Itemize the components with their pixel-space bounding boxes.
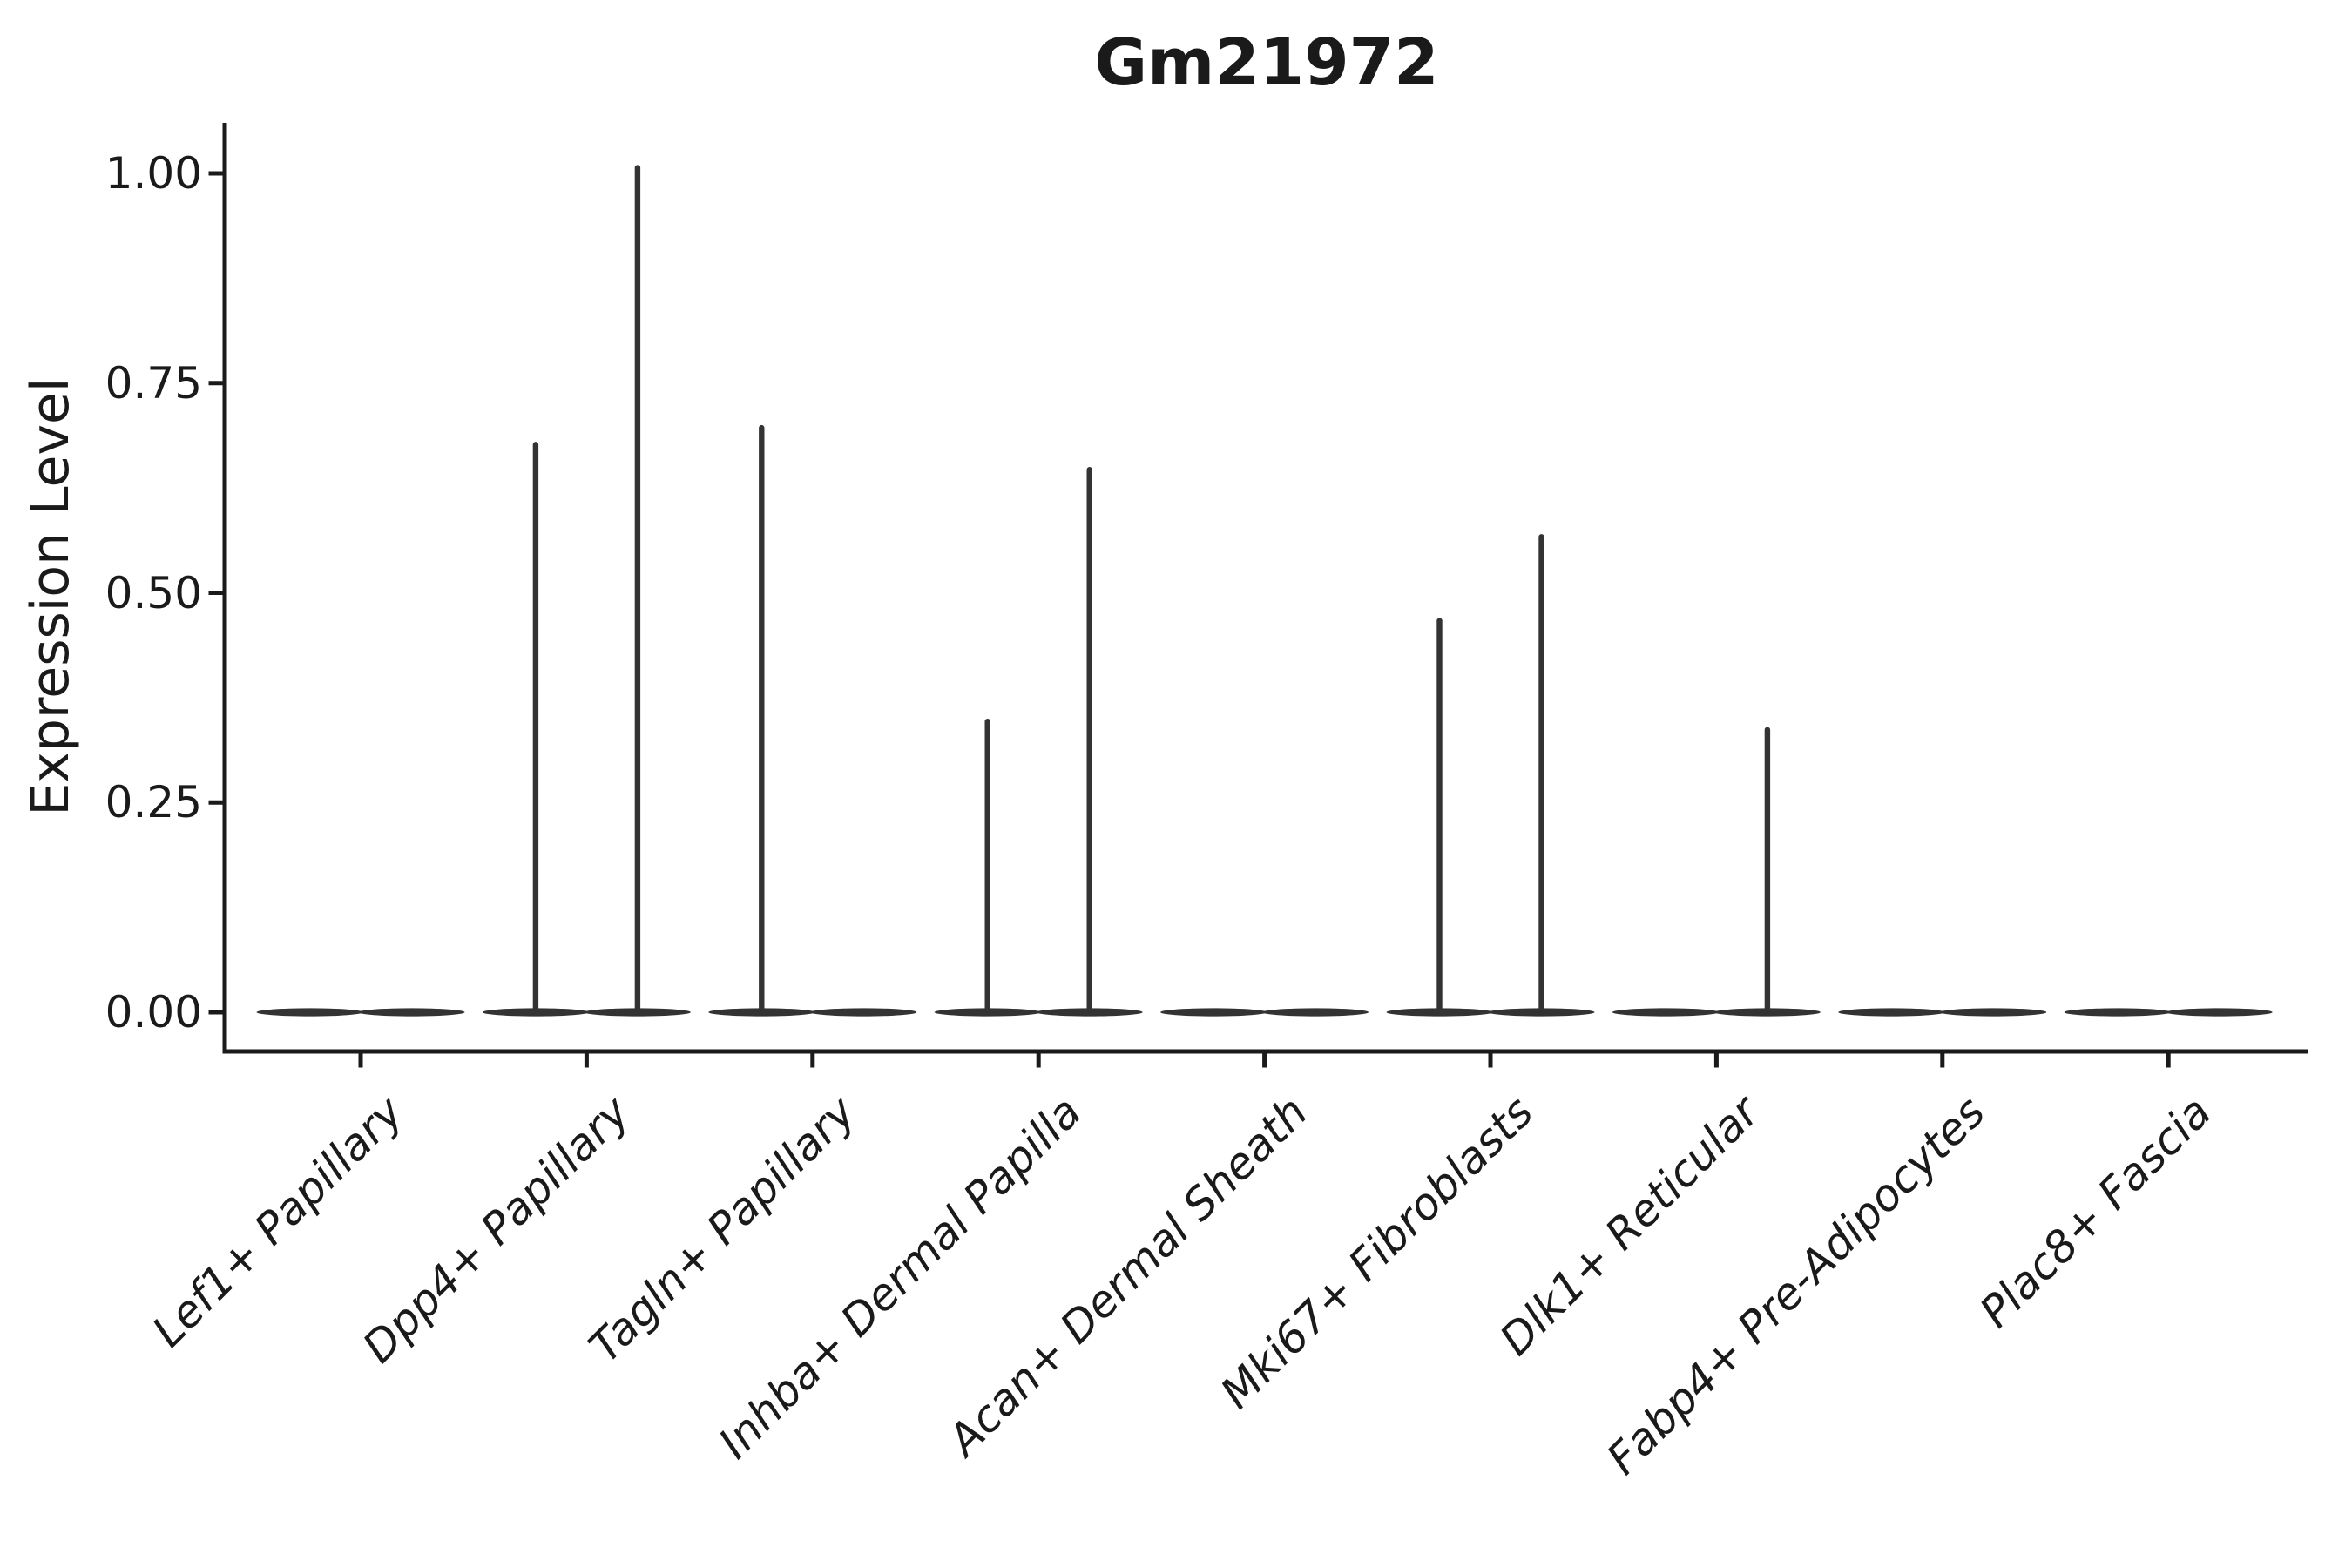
y-tick-mark (208, 800, 223, 805)
y-tick-mark (208, 591, 223, 595)
violin-spike (1538, 534, 1544, 1012)
plot-title: Gm21972 (1094, 25, 1439, 100)
y-tick-mark (208, 381, 223, 386)
violin-spike (1436, 618, 1443, 1012)
violin-spike (532, 442, 539, 1012)
y-tick-label: 0.00 (105, 987, 202, 1037)
violin-body (1940, 1008, 2047, 1017)
y-tick-label: 1.00 (105, 148, 202, 199)
violin-body (1838, 1008, 1945, 1017)
violin-body (256, 1008, 363, 1017)
violin-body (2064, 1008, 2171, 1017)
violin-spike (759, 424, 765, 1012)
violin-body (2166, 1008, 2273, 1017)
x-tick-mark (358, 1053, 363, 1068)
violin-spike (1764, 727, 1771, 1012)
y-tick-mark (208, 1010, 223, 1015)
violin-body (810, 1008, 917, 1017)
x-tick-mark (1488, 1053, 1493, 1068)
y-axis-spine (222, 123, 227, 1054)
violin-spike (1086, 467, 1092, 1012)
x-tick-mark (584, 1053, 589, 1068)
violin-body (1160, 1008, 1267, 1017)
x-tick-mark (2166, 1053, 2171, 1068)
y-tick-label: 0.50 (105, 567, 202, 618)
violin-spike (984, 718, 990, 1012)
x-tick-mark (1940, 1053, 1945, 1068)
violin-body (358, 1008, 465, 1017)
x-tick-mark (810, 1053, 815, 1068)
x-tick-mark (1713, 1053, 1719, 1068)
y-tick-label: 0.25 (105, 777, 202, 828)
y-tick-mark (208, 171, 223, 176)
x-tick-mark (1036, 1053, 1041, 1068)
violin-body (1262, 1008, 1369, 1017)
x-tick-mark (1262, 1053, 1267, 1068)
violin-body (1612, 1008, 1719, 1017)
violin-spike (634, 165, 641, 1012)
y-tick-label: 0.75 (105, 357, 202, 409)
x-axis-spine (222, 1049, 2308, 1054)
